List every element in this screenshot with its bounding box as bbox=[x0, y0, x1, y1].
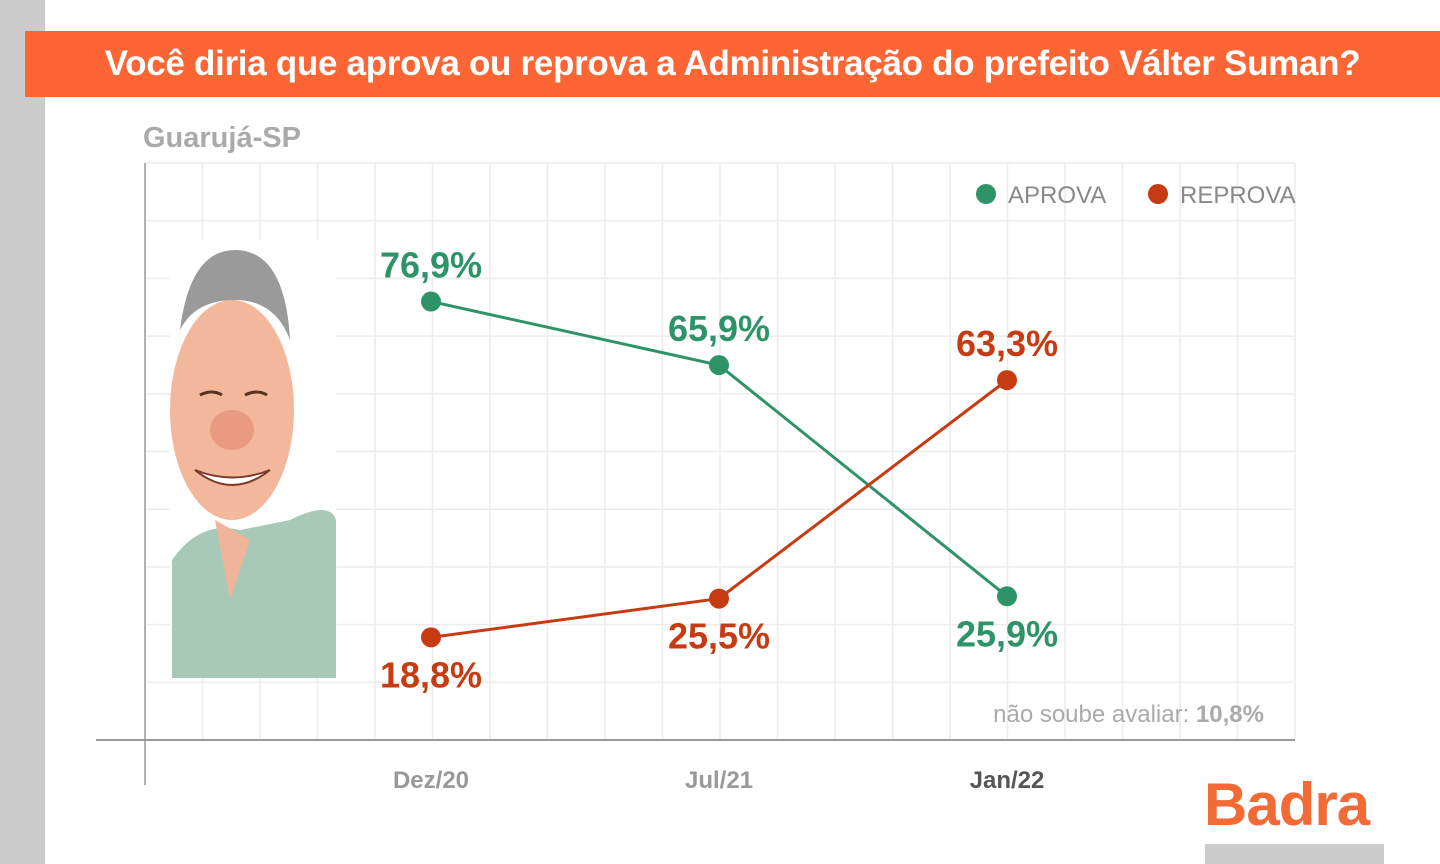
data-label-aprova: 76,9% bbox=[380, 245, 482, 286]
data-label-reprova: 18,8% bbox=[380, 654, 482, 695]
logo-bar bbox=[1205, 844, 1384, 864]
x-tick-label: Dez/20 bbox=[393, 767, 469, 794]
x-tick-label: Jan/22 bbox=[970, 767, 1045, 794]
chart-subtitle: Guarujá-SP bbox=[143, 122, 301, 154]
legend-reprova-marker bbox=[1148, 184, 1168, 204]
legend-aprova-label: APROVA bbox=[1008, 182, 1106, 209]
data-point-aprova bbox=[709, 355, 729, 376]
data-point-reprova bbox=[421, 627, 441, 648]
chart-title: Você diria que aprova ou reprova a Admin… bbox=[104, 44, 1361, 83]
legend-reprova-label: REPROVA bbox=[1180, 182, 1296, 209]
annotation-label: não soube avaliar: bbox=[993, 701, 1189, 728]
x-tick-label: Jul/21 bbox=[685, 767, 753, 794]
legend-aprova-marker bbox=[976, 184, 996, 204]
left-sidebar bbox=[0, 0, 45, 864]
data-label-reprova: 25,5% bbox=[668, 616, 770, 657]
title-banner: Você diria que aprova ou reprova a Admin… bbox=[25, 31, 1440, 97]
annotation: não soube avaliar: 10,8% bbox=[993, 701, 1264, 728]
data-point-aprova bbox=[997, 586, 1017, 607]
data-label-reprova: 63,3% bbox=[956, 323, 1058, 364]
data-label-aprova: 65,9% bbox=[668, 308, 770, 349]
annotation-value: 10,8% bbox=[1196, 701, 1264, 728]
data-point-aprova bbox=[421, 291, 441, 312]
data-point-reprova bbox=[997, 370, 1017, 391]
caricature-illustration bbox=[170, 240, 336, 678]
data-point-reprova bbox=[709, 588, 729, 609]
badra-logo: Badra bbox=[1204, 771, 1370, 838]
data-label-aprova: 25,9% bbox=[956, 613, 1058, 654]
legend: APROVA REPROVA bbox=[976, 182, 1296, 209]
